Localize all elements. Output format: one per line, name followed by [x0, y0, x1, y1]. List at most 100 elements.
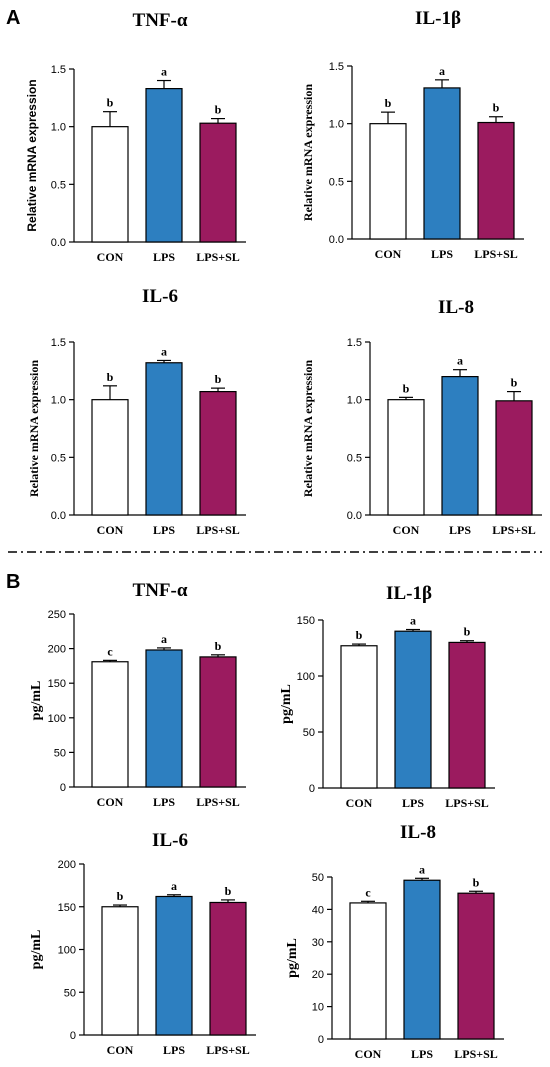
y-tick-label: 0 [318, 1034, 324, 1046]
bar-con [101, 906, 139, 1036]
x-tick-label: LPS+SL [445, 796, 489, 810]
chart-title: IL-8 [438, 297, 474, 318]
significance-letter: a [161, 65, 167, 79]
x-tick-label: CON [97, 523, 124, 537]
bar-con [91, 661, 129, 788]
x-tick-label: LPS [153, 523, 175, 537]
significance-letter: b [511, 376, 518, 390]
chart-title: IL-6 [152, 830, 188, 851]
y-axis-label: Relative mRNA expression [301, 360, 315, 497]
bar-con [349, 902, 387, 1040]
chart-4: IL-8 0.0 0.5 1.0 1.5 Relative mRNA expression… [301, 297, 542, 537]
significance-letter: a [457, 354, 463, 368]
bar-con [369, 123, 407, 240]
significance-letter: b [493, 101, 500, 115]
x-tick-label: LPS+SL [206, 1043, 250, 1057]
chart-8: IL-8 0 10 20 30 40 50 pg/mL c CON a LPS b LPS+SL [285, 822, 504, 1061]
y-tick-label: 40 [312, 904, 324, 916]
x-tick-label: LPS+SL [454, 1047, 498, 1061]
bar-lps-plus-sl [209, 901, 247, 1036]
x-tick-label: LPS [411, 1047, 433, 1061]
bar-lps-plus-sl [477, 121, 515, 240]
y-tick-label: 1.0 [347, 395, 362, 407]
x-tick-label: LPS [153, 795, 175, 809]
significance-letter: c [107, 644, 113, 658]
chart-title: IL-1β [415, 8, 461, 29]
bar-lps [441, 376, 479, 516]
y-tick-label: 1.5 [51, 337, 66, 349]
y-tick-label: 1.5 [347, 337, 362, 349]
bar-lps-plus-sl [448, 641, 486, 789]
chart-title: TNF-α [133, 10, 188, 31]
y-tick-label: 0 [309, 783, 315, 795]
bar-lps-plus-sl [457, 892, 495, 1040]
y-tick-label: 100 [48, 713, 66, 725]
bar-lps-plus-sl [199, 122, 237, 243]
y-tick-label: 0.5 [51, 179, 66, 191]
chart-title: IL-1β [386, 583, 432, 604]
x-tick-label: CON [393, 523, 420, 537]
y-tick-label: 1.5 [51, 64, 66, 76]
x-tick-label: CON [107, 1043, 134, 1057]
bar-lps [403, 879, 441, 1040]
y-tick-label: 1.0 [51, 122, 66, 134]
y-tick-label: 0.0 [329, 234, 344, 246]
significance-letter: b [107, 370, 114, 384]
y-tick-label: 1.0 [329, 119, 344, 131]
bar-con [387, 399, 425, 516]
x-tick-label: CON [355, 1047, 382, 1061]
y-tick-label: 0.0 [347, 510, 362, 522]
x-tick-label: LPS+SL [492, 523, 536, 537]
x-tick-label: LPS [449, 523, 471, 537]
y-tick-label: 0.5 [347, 452, 362, 464]
bar-con [91, 126, 129, 243]
chart-3: IL-6 0.0 0.5 1.0 1.5 Relative mRNA expression… [27, 286, 246, 537]
significance-letter: b [215, 372, 222, 386]
significance-letter: b [385, 96, 392, 110]
x-tick-label: LPS+SL [196, 523, 240, 537]
significance-letter: b [215, 639, 222, 653]
y-tick-label: 50 [312, 872, 324, 884]
x-tick-label: LPS+SL [196, 250, 240, 264]
chart-5: TNF-α 0 50 100 150 200 250 pg/mL c CON a LPS b LPS+SL [29, 580, 246, 809]
bar-lps-plus-sl [199, 390, 237, 516]
y-axis-label: pg/mL [285, 938, 300, 978]
y-tick-label: 0 [60, 782, 66, 794]
y-tick-label: 50 [54, 747, 66, 759]
panel-label-a: A [6, 7, 20, 29]
bar-lps [145, 88, 183, 243]
y-tick-label: 200 [58, 859, 76, 871]
y-tick-label: 0.5 [329, 176, 344, 188]
significance-letter: b [464, 625, 471, 639]
y-tick-label: 200 [48, 644, 66, 656]
significance-letter: a [410, 614, 416, 628]
y-axis-label: Relative mRNA expression [25, 79, 39, 231]
y-tick-label: 0.0 [51, 237, 66, 249]
y-axis-label: pg/mL [279, 684, 294, 724]
y-tick-label: 0 [70, 1030, 76, 1042]
significance-letter: b [403, 381, 410, 395]
significance-letter: b [356, 628, 363, 642]
charts: TNF-α 0.0 0.5 1.0 1.5 Relative mRNA expressio… [25, 8, 542, 1061]
y-tick-label: 0.0 [51, 510, 66, 522]
significance-letter: c [365, 885, 371, 899]
x-tick-label: CON [346, 796, 373, 810]
y-tick-label: 50 [64, 987, 76, 999]
panel-label-b: B [6, 571, 20, 593]
y-tick-label: 150 [48, 678, 66, 690]
y-axis-label: Relative mRNA expression [27, 360, 41, 497]
y-tick-label: 100 [58, 945, 76, 957]
chart-7: IL-6 0 50 100 150 200 pg/mL b CON a LPS b LPS+SL [29, 830, 256, 1057]
chart-title: TNF-α [133, 580, 188, 601]
y-tick-label: 150 [297, 615, 315, 627]
significance-letter: a [161, 632, 167, 646]
bar-lps [423, 87, 461, 240]
x-tick-label: CON [97, 795, 124, 809]
x-tick-label: CON [97, 250, 124, 264]
bar-con [91, 399, 129, 516]
y-tick-label: 0.5 [51, 452, 66, 464]
y-tick-label: 1.0 [51, 395, 66, 407]
bar-lps-plus-sl [199, 656, 237, 788]
